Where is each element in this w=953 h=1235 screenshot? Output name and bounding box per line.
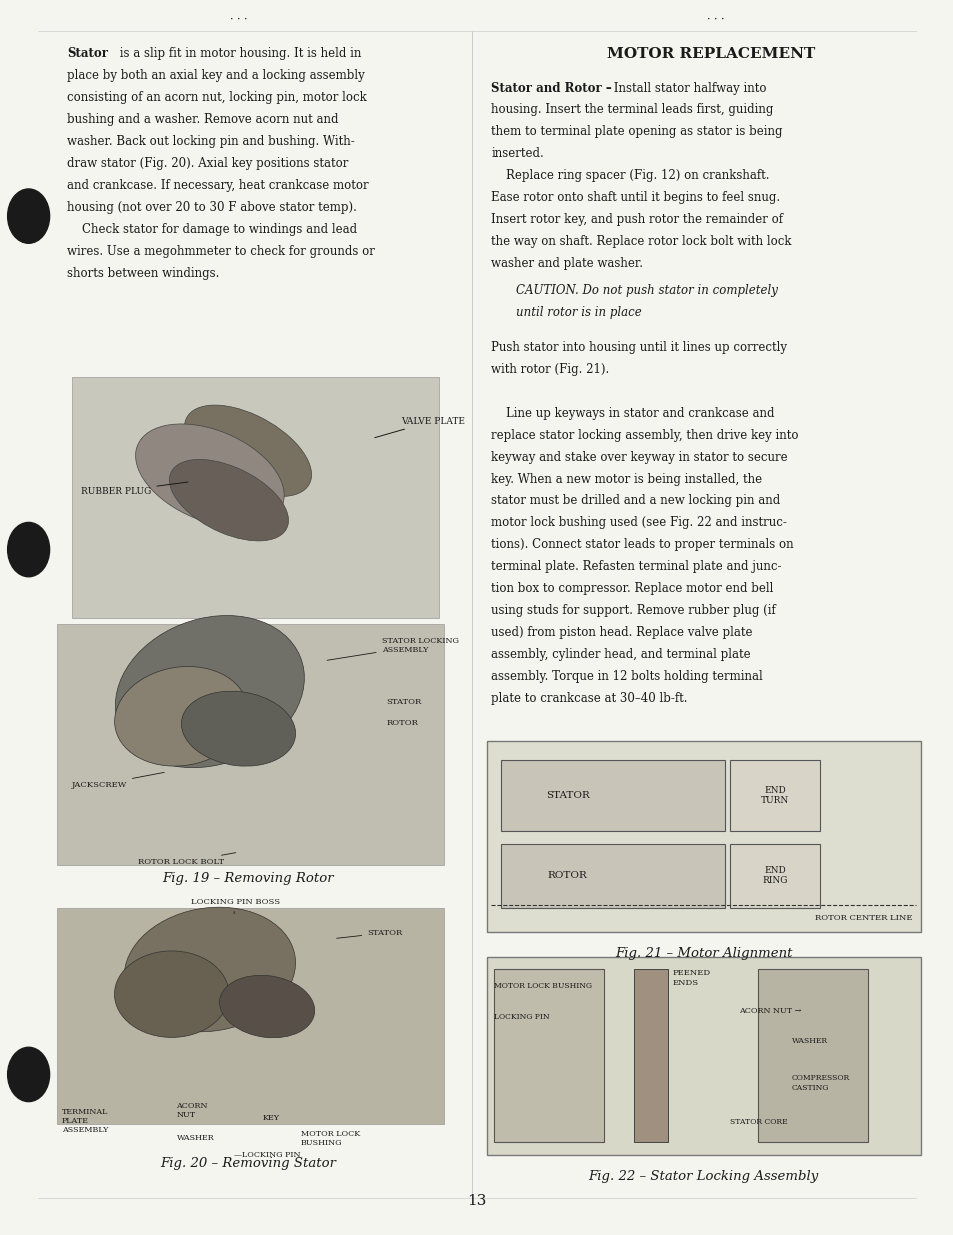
Text: using studs for support. Remove rubber plug (if: using studs for support. Remove rubber p… (491, 604, 775, 618)
Text: JACKSCREW: JACKSCREW (71, 772, 164, 789)
Text: them to terminal plate opening as stator is being: them to terminal plate opening as stator… (491, 126, 782, 138)
Text: ROTOR: ROTOR (386, 719, 417, 726)
Text: ROTOR LOCK BOLT: ROTOR LOCK BOLT (138, 852, 235, 867)
Text: used) from piston head. Replace valve plate: used) from piston head. Replace valve pl… (491, 626, 752, 640)
Ellipse shape (184, 405, 312, 496)
Text: ACORN NUT →: ACORN NUT → (739, 1007, 801, 1014)
Text: MOTOR REPLACEMENT: MOTOR REPLACEMENT (606, 47, 814, 61)
Text: Line up keyways in stator and crankcase and: Line up keyways in stator and crankcase … (491, 406, 774, 420)
Text: Insert rotor key, and push rotor the remainder of: Insert rotor key, and push rotor the rem… (491, 214, 782, 226)
Text: keyway and stake over keyway in stator to secure: keyway and stake over keyway in stator t… (491, 451, 787, 463)
Text: MOTOR LOCK BUSHING: MOTOR LOCK BUSHING (494, 982, 592, 989)
Text: ROTOR: ROTOR (547, 871, 587, 881)
Text: —LOCKING PIN: —LOCKING PIN (233, 1151, 300, 1158)
Text: END
TURN: END TURN (760, 785, 788, 805)
Text: tion box to compressor. Replace motor end bell: tion box to compressor. Replace motor en… (491, 583, 773, 595)
FancyBboxPatch shape (729, 760, 820, 831)
Text: Fig. 22 – Stator Locking Assembly: Fig. 22 – Stator Locking Assembly (588, 1170, 818, 1183)
Text: housing. Insert the terminal leads first, guiding: housing. Insert the terminal leads first… (491, 104, 773, 116)
Text: Ease rotor onto shaft until it begins to feel snug.: Ease rotor onto shaft until it begins to… (491, 191, 780, 205)
Text: washer. Back out locking pin and bushing. With-: washer. Back out locking pin and bushing… (67, 135, 355, 148)
Ellipse shape (219, 976, 314, 1037)
Text: assembly, cylinder head, and terminal plate: assembly, cylinder head, and terminal pl… (491, 648, 750, 662)
FancyBboxPatch shape (758, 969, 867, 1142)
Text: LOCKING PIN: LOCKING PIN (494, 1013, 549, 1020)
Ellipse shape (114, 951, 229, 1037)
Ellipse shape (135, 424, 284, 527)
Text: shorts between windings.: shorts between windings. (67, 267, 219, 280)
Text: washer and plate washer.: washer and plate washer. (491, 257, 642, 270)
FancyBboxPatch shape (486, 957, 920, 1155)
FancyBboxPatch shape (634, 969, 667, 1142)
Text: STATOR LOCKING
ASSEMBLY: STATOR LOCKING ASSEMBLY (327, 637, 458, 661)
Ellipse shape (181, 692, 295, 766)
Text: assembly. Torque in 12 bolts holding terminal: assembly. Torque in 12 bolts holding ter… (491, 671, 762, 683)
Text: place by both an axial key and a locking assembly: place by both an axial key and a locking… (67, 69, 364, 82)
Ellipse shape (115, 615, 304, 768)
Text: RUBBER PLUG: RUBBER PLUG (81, 482, 188, 496)
FancyBboxPatch shape (486, 741, 920, 932)
Ellipse shape (114, 667, 248, 766)
Text: motor lock bushing used (see Fig. 22 and instruc-: motor lock bushing used (see Fig. 22 and… (491, 516, 786, 530)
Text: ROTOR CENTER LINE: ROTOR CENTER LINE (815, 914, 912, 921)
Text: inserted.: inserted. (491, 147, 543, 161)
Text: the way on shaft. Replace rotor lock bolt with lock: the way on shaft. Replace rotor lock bol… (491, 236, 791, 248)
Text: draw stator (Fig. 20). Axial key positions stator: draw stator (Fig. 20). Axial key positio… (67, 157, 348, 170)
Text: STATOR: STATOR (386, 698, 421, 705)
Text: plate to crankcase at 30–40 lb-ft.: plate to crankcase at 30–40 lb-ft. (491, 693, 687, 705)
Text: CAUTION. Do not push stator in completely: CAUTION. Do not push stator in completel… (500, 284, 777, 298)
Text: STATOR CORE: STATOR CORE (729, 1118, 786, 1125)
Text: MOTOR LOCK
BUSHING: MOTOR LOCK BUSHING (300, 1130, 359, 1147)
Text: consisting of an acorn nut, locking pin, motor lock: consisting of an acorn nut, locking pin,… (67, 91, 366, 104)
FancyBboxPatch shape (500, 760, 724, 831)
Text: Stator: Stator (67, 47, 108, 61)
Text: · · ·: · · · (230, 15, 247, 25)
Text: Fig. 19 – Removing Rotor: Fig. 19 – Removing Rotor (162, 872, 334, 885)
FancyBboxPatch shape (500, 844, 724, 908)
Text: Install stator halfway into: Install stator halfway into (609, 82, 765, 95)
FancyBboxPatch shape (494, 969, 603, 1142)
Text: COMPRESSOR
CASTING: COMPRESSOR CASTING (791, 1074, 849, 1092)
FancyBboxPatch shape (57, 908, 443, 1124)
Circle shape (8, 189, 50, 243)
Text: with rotor (Fig. 21).: with rotor (Fig. 21). (491, 363, 609, 375)
Ellipse shape (170, 459, 288, 541)
Text: PEENED
ENDS: PEENED ENDS (672, 969, 710, 987)
FancyBboxPatch shape (729, 844, 820, 908)
Text: STATOR: STATOR (336, 929, 402, 939)
Text: Push stator into housing until it lines up correctly: Push stator into housing until it lines … (491, 341, 786, 353)
Text: KEY: KEY (262, 1114, 279, 1121)
Circle shape (8, 522, 50, 577)
Text: stator must be drilled and a new locking pin and: stator must be drilled and a new locking… (491, 494, 780, 508)
Text: Fig. 21 – Motor Alignment: Fig. 21 – Motor Alignment (614, 947, 792, 961)
Text: housing (not over 20 to 30 F above stator temp).: housing (not over 20 to 30 F above stato… (67, 201, 356, 214)
Text: terminal plate. Refasten terminal plate and junc-: terminal plate. Refasten terminal plate … (491, 561, 781, 573)
Text: LOCKING PIN BOSS: LOCKING PIN BOSS (191, 898, 279, 914)
Text: WASHER: WASHER (791, 1037, 827, 1045)
Text: until rotor is in place: until rotor is in place (500, 306, 641, 320)
Text: ACORN
NUT: ACORN NUT (176, 1102, 208, 1119)
Circle shape (8, 1047, 50, 1102)
Text: and crankcase. If necessary, heat crankcase motor: and crankcase. If necessary, heat crankc… (67, 179, 368, 191)
Text: VALVE PLATE: VALVE PLATE (375, 416, 464, 437)
Text: END
RING: END RING (761, 866, 787, 885)
Text: Check stator for damage to windings and lead: Check stator for damage to windings and … (67, 222, 356, 236)
FancyBboxPatch shape (57, 624, 443, 864)
Text: Replace ring spacer (Fig. 12) on crankshaft.: Replace ring spacer (Fig. 12) on cranksh… (491, 169, 769, 183)
Text: TERMINAL
PLATE
ASSEMBLY: TERMINAL PLATE ASSEMBLY (62, 1108, 109, 1134)
Text: bushing and a washer. Remove acorn nut and: bushing and a washer. Remove acorn nut a… (67, 112, 338, 126)
Text: · · ·: · · · (706, 15, 723, 25)
Ellipse shape (124, 908, 295, 1031)
Text: key. When a new motor is being installed, the: key. When a new motor is being installed… (491, 473, 761, 485)
Text: wires. Use a megohmmeter to check for grounds or: wires. Use a megohmmeter to check for gr… (67, 245, 375, 258)
Text: Stator and Rotor –: Stator and Rotor – (491, 82, 612, 95)
Text: WASHER: WASHER (176, 1134, 214, 1141)
FancyBboxPatch shape (71, 377, 438, 618)
Text: tions). Connect stator leads to proper terminals on: tions). Connect stator leads to proper t… (491, 538, 793, 552)
Text: 13: 13 (467, 1194, 486, 1208)
Text: is a slip fit in motor housing. It is held in: is a slip fit in motor housing. It is he… (116, 47, 361, 61)
Text: Fig. 20 – Removing Stator: Fig. 20 – Removing Stator (160, 1157, 335, 1171)
Text: STATOR: STATOR (545, 790, 589, 800)
Text: replace stator locking assembly, then drive key into: replace stator locking assembly, then dr… (491, 429, 798, 442)
